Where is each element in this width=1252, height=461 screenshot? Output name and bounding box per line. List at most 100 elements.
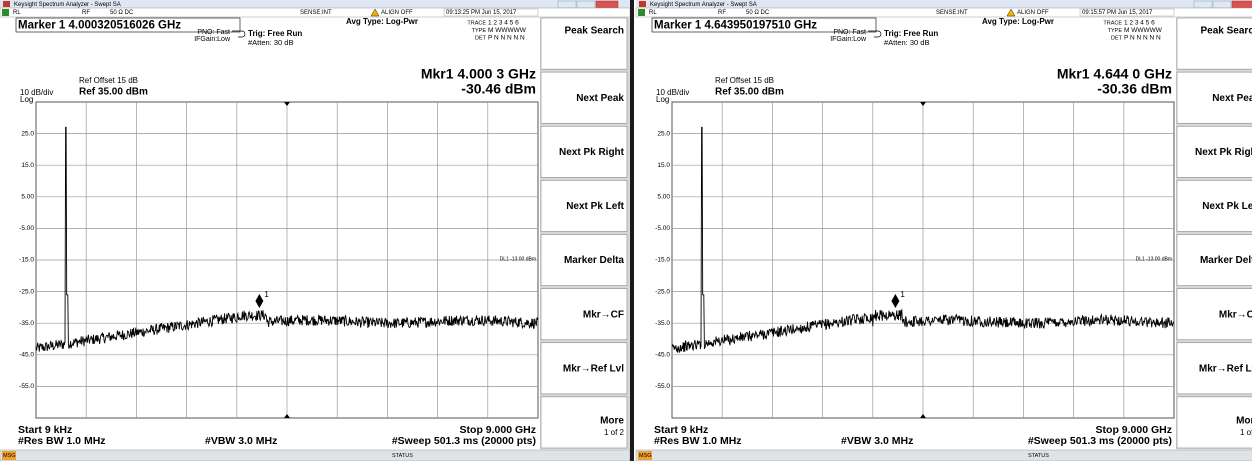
softkey[interactable] — [540, 180, 628, 232]
softkey[interactable] — [1176, 234, 1252, 286]
softkey-label: Peak Search — [565, 26, 625, 37]
maximize-button[interactable] — [576, 0, 596, 9]
trace-row-label: TRACE — [467, 20, 486, 26]
trig-label: Trig: Free Run — [248, 29, 302, 38]
y-axis-label: -25.0 — [655, 288, 670, 295]
y-axis-label: -15.0 — [19, 257, 34, 264]
softkey[interactable] — [540, 288, 628, 341]
minimize-button[interactable] — [1193, 0, 1213, 9]
softkey-label: More — [1236, 416, 1252, 427]
sweep: #Sweep 501.3 ms (20000 pts) — [392, 435, 536, 447]
y-axis-label: -45.0 — [19, 352, 34, 359]
warning-icon — [1006, 8, 1016, 17]
y-axis-label: -5.00 — [19, 225, 34, 232]
softkey[interactable] — [540, 234, 628, 286]
y-axis-label: 5.00 — [657, 194, 670, 201]
trace-row-label: TYPE — [1108, 28, 1123, 34]
close-button[interactable] — [1231, 0, 1252, 9]
softkey[interactable] — [540, 71, 628, 124]
ref-offset: Ref Offset 15 dB — [715, 76, 774, 85]
trace-row-label: TYPE — [472, 28, 487, 34]
softkey[interactable] — [1176, 125, 1252, 178]
trace-row-label: DET — [1111, 35, 1123, 41]
start-frequency: Start 9 kHz — [654, 424, 708, 436]
softkey-label: Next Peak — [576, 93, 624, 104]
marker-number: 1 — [900, 290, 905, 299]
rl-label: RL — [649, 10, 657, 16]
trace-row-value: 1 2 3 4 5 6 — [488, 20, 519, 27]
pno-icon — [232, 30, 246, 38]
softkey[interactable] — [1176, 17, 1252, 70]
softkey-label: Marker Delta — [1200, 255, 1252, 266]
warning-icon — [370, 8, 380, 17]
minimize-button[interactable] — [557, 0, 577, 9]
time-box — [443, 8, 539, 17]
app-title: Keysight Spectrum Analyzer - Swept SA — [14, 2, 121, 8]
y-axis-label: -25.0 — [19, 288, 34, 295]
atten-label: #Atten: 30 dB — [248, 38, 293, 47]
marker-readout: Marker 1 4.000320516026 GHz — [18, 20, 181, 32]
app-title: Keysight Spectrum Analyzer - Swept SA — [650, 2, 757, 8]
y-axis-label: -45.0 — [655, 352, 670, 359]
y-axis-label: -35.0 — [655, 320, 670, 327]
time-label: 09:13:25 PM Jun 15, 2017 — [446, 10, 517, 16]
softkey-label: Next Pk Right — [1195, 147, 1252, 158]
window-divider — [630, 0, 634, 461]
status-label: STATUS — [1028, 453, 1049, 459]
ifgain-label: IFGain:Low — [194, 36, 231, 43]
spectrum-trace — [35, 126, 539, 352]
display-line-label: DL1 -13.00 dBm — [1136, 256, 1172, 262]
maximize-button[interactable] — [1212, 0, 1232, 9]
spectrum-trace — [671, 126, 1175, 353]
center-marker-bottom — [284, 414, 290, 418]
scale-label: 10 dB/div — [20, 88, 53, 97]
message-bar — [0, 449, 631, 461]
vbw: #VBW 3.0 MHz — [205, 435, 277, 447]
analyzer-window: Keysight Spectrum Analyzer - Swept SA RL R… — [635, 0, 1252, 461]
y-axis-label: -5.00 — [655, 225, 670, 232]
softkey[interactable] — [1176, 288, 1252, 341]
y-axis-label: -35.0 — [19, 320, 34, 327]
pno-icon — [868, 30, 882, 38]
marker-amplitude: -30.36 dBm — [1097, 81, 1172, 97]
y-axis-label: 25.0 — [657, 130, 670, 137]
status-label: STATUS — [392, 453, 413, 459]
rf-label: RF — [718, 10, 726, 16]
status-row — [635, 7, 1252, 18]
time-label: 09:15:57 PM Jun 15, 2017 — [1082, 10, 1153, 16]
softkey[interactable] — [1176, 342, 1252, 395]
sense-label: SENSE:INT — [936, 10, 968, 16]
marker-frequency: Mkr1 4.000 3 GHz — [421, 66, 536, 82]
marker-diamond — [891, 293, 900, 308]
ref-level: Ref 35.00 dBm — [715, 87, 784, 98]
title-bar — [636, 0, 1252, 8]
softkey[interactable] — [1176, 71, 1252, 124]
softkey[interactable] — [1176, 180, 1252, 232]
softkey-label: Next Peak — [1212, 93, 1252, 104]
softkey-label: Mkr→Ref Lvl — [1199, 363, 1252, 374]
center-marker-top — [284, 102, 290, 106]
close-button[interactable] — [595, 0, 619, 9]
softkey[interactable] — [1176, 396, 1252, 449]
softkey[interactable] — [540, 396, 628, 449]
softkey[interactable] — [540, 342, 628, 395]
trace-row-value: P N N N N N — [488, 35, 525, 42]
softkey[interactable] — [540, 17, 628, 70]
time-box — [1079, 8, 1175, 17]
scale-label: 10 dB/div — [656, 88, 689, 97]
marker-frequency: Mkr1 4.644 0 GHz — [1057, 66, 1172, 82]
trace-row-label: DET — [475, 35, 487, 41]
impedance-label: 50 Ω DC — [110, 10, 134, 16]
trace-row-value: M WWWWW — [1124, 27, 1163, 34]
log-label: Log — [656, 95, 669, 104]
marker-readout: Marker 1 4.643950197510 GHz — [654, 20, 817, 32]
softkey[interactable] — [540, 125, 628, 178]
stop-frequency: Stop 9.000 GHz — [460, 424, 536, 436]
sense-label: SENSE:INT — [300, 10, 332, 16]
trig-label: Trig: Free Run — [884, 29, 938, 38]
trace-row-value: P N N N N N — [1124, 35, 1161, 42]
page-indicator: 1 of 2 — [1240, 428, 1252, 437]
log-label: Log — [20, 95, 33, 104]
y-axis-label: 5.00 — [21, 194, 34, 201]
